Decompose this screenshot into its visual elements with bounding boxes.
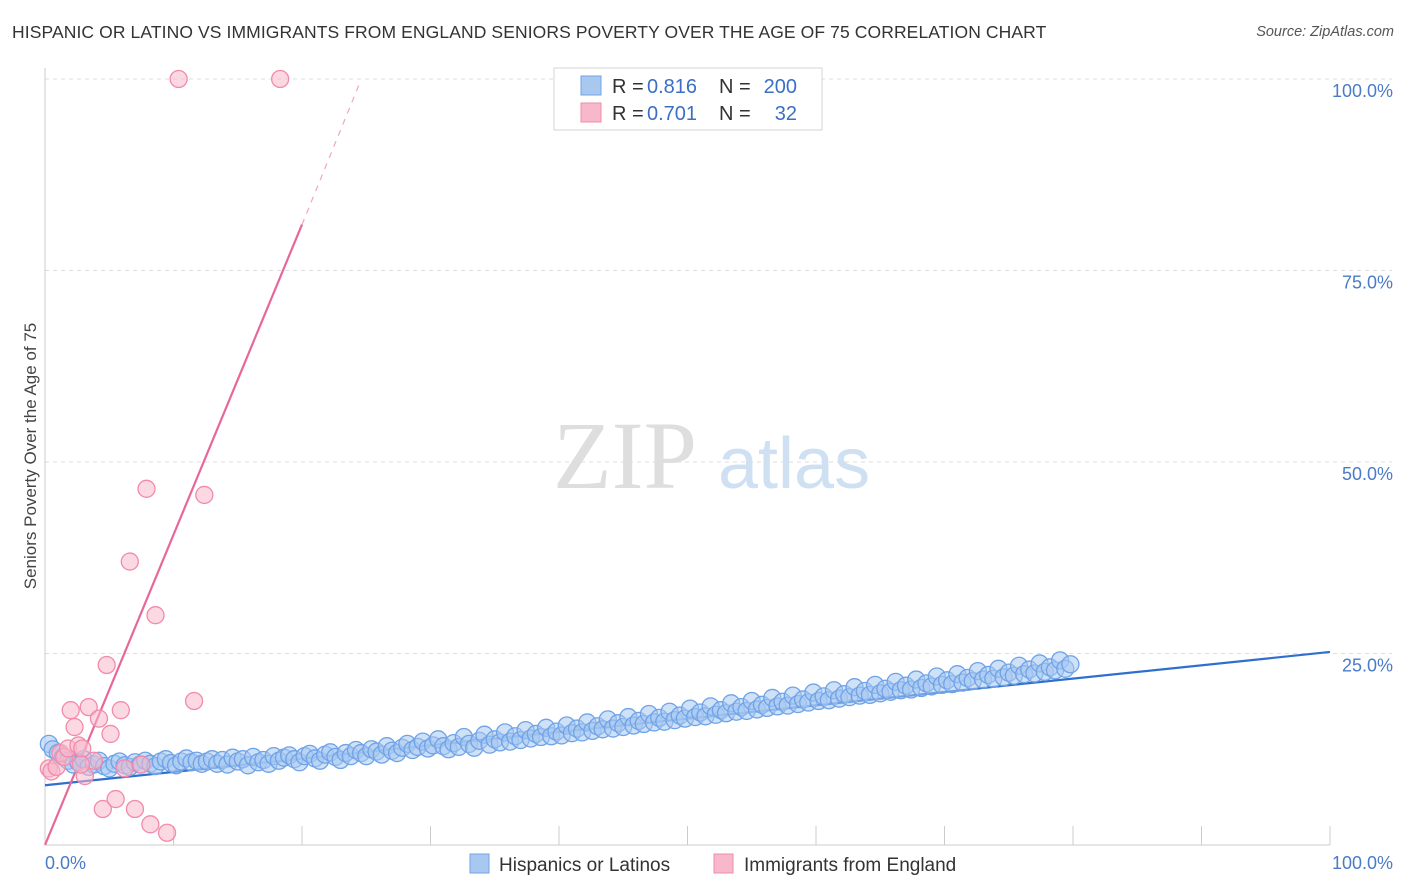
source-credit: Source: ZipAtlas.com <box>1256 24 1394 40</box>
data-point <box>115 759 134 778</box>
series-hispanic <box>39 651 1080 778</box>
data-point <box>132 755 151 774</box>
legend-r-value: 0.701 <box>647 103 697 125</box>
legend-swatch-england <box>580 102 602 123</box>
data-point <box>125 799 145 819</box>
bottom-legend-label-hispanic: Hispanics or Latinos <box>499 855 670 876</box>
data-point <box>101 724 120 744</box>
data-point <box>1061 655 1080 674</box>
data-point <box>106 789 125 809</box>
data-point <box>184 691 204 711</box>
watermark: ZIP atlas <box>553 402 870 509</box>
watermark-atlas: atlas <box>718 424 870 504</box>
data-point <box>141 815 160 834</box>
data-point <box>146 606 165 625</box>
data-points <box>39 69 1080 842</box>
legend-n-value: 200 <box>764 76 797 98</box>
data-point <box>65 717 84 737</box>
axes <box>44 68 1331 846</box>
data-point <box>61 701 80 720</box>
data-point <box>71 755 91 774</box>
grid-lines <box>45 78 1392 654</box>
legend-r-label: R = <box>612 76 644 98</box>
legend-swatch-hispanic <box>580 75 602 96</box>
y-axis-label: Seniors Poverty Over the Age of 75 <box>21 323 40 589</box>
x-tick-label: 100.0% <box>1332 853 1393 873</box>
data-point <box>137 479 156 498</box>
data-point <box>271 69 290 89</box>
data-point <box>157 823 177 842</box>
legend-n-value: 32 <box>775 103 797 125</box>
y-tick-label: 75.0% <box>1342 273 1393 293</box>
legend-n-label: N = <box>719 76 751 98</box>
bottom-legend-swatch-england <box>713 853 734 874</box>
watermark-zip: ZIP <box>553 402 697 509</box>
data-point <box>93 799 112 819</box>
trend-line-extension <box>301 82 361 225</box>
x-tick-label: 0.0% <box>45 853 86 873</box>
data-point <box>89 709 109 728</box>
series-england <box>39 69 290 842</box>
y-tick-label: 25.0% <box>1342 656 1393 676</box>
y-tick-label: 100.0% <box>1332 81 1393 101</box>
data-point <box>169 69 188 89</box>
data-point <box>97 655 116 675</box>
tick-labels: 25.0% 50.0% 75.0% 100.0% 0.0% 100.0% <box>45 81 1393 873</box>
bottom-legend-swatch-hispanic <box>469 853 490 874</box>
data-point <box>111 701 130 720</box>
data-point <box>79 697 98 717</box>
correlation-legend: R = 0.816 N = 200 R = 0.701 N = 32 <box>553 67 823 131</box>
series-legend: Hispanics or Latinos Immigrants from Eng… <box>469 853 956 876</box>
bottom-legend-label-england: Immigrants from England <box>744 855 956 876</box>
legend-r-value: 0.816 <box>647 76 697 98</box>
legend-r-label: R = <box>612 103 644 125</box>
legend-n-label: N = <box>719 103 751 125</box>
chart-title: HISPANIC OR LATINO VS IMMIGRANTS FROM EN… <box>12 22 1047 42</box>
data-point <box>195 485 214 505</box>
y-tick-label: 50.0% <box>1342 464 1393 484</box>
data-point <box>120 552 139 571</box>
